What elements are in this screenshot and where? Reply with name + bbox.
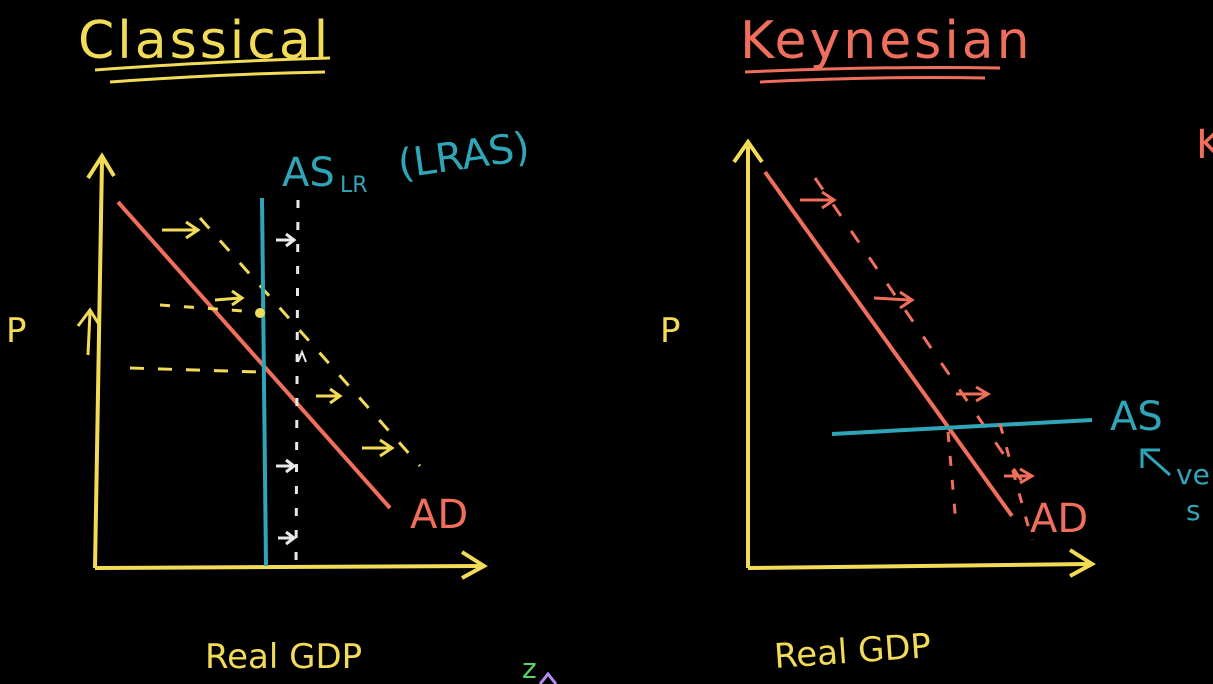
classical-new-equilibrium-dot — [255, 308, 265, 318]
keynesian-y-axis-label: P — [660, 311, 681, 351]
classical-x-axis-arrow-icon — [460, 550, 488, 580]
right-arrow-icon — [276, 458, 297, 474]
right-arrow-icon — [162, 220, 201, 240]
classical-diagram: Classical P Real GDP AD AS LR (LRAS) — [6, 11, 533, 677]
keynesian-as-label: AS — [1110, 394, 1163, 440]
classical-title-underline — [94, 56, 331, 72]
up-arrow-icon — [297, 349, 307, 363]
classical-as-subscript: LR — [340, 173, 368, 198]
right-arrow-icon — [800, 190, 837, 210]
classical-as-label: AS — [282, 150, 335, 196]
keynesian-x-axis — [747, 562, 1089, 570]
partial-purple-mark — [538, 671, 558, 684]
keynesian-title-underline — [744, 66, 1001, 74]
classical-price-guide-low — [129, 366, 259, 374]
classical-y-axis-label: P — [6, 311, 27, 351]
classical-lras-line — [260, 197, 268, 567]
right-arrow-icon — [873, 290, 915, 310]
right-arrow-icon — [316, 387, 343, 405]
keynesian-side-note-line1: ve — [1176, 458, 1210, 491]
right-arrow-icon — [1004, 467, 1035, 485]
keynesian-as-line — [831, 418, 1093, 436]
keynesian-ad-label: AD — [1030, 496, 1088, 542]
classical-y-axis-arrow-icon — [86, 152, 116, 180]
partial-scribble-bottom: z — [522, 652, 537, 684]
classical-lras-shifted-line — [294, 199, 300, 567]
right-arrow-icon — [276, 232, 297, 248]
classical-x-axis — [94, 564, 481, 570]
keynesian-side-note-line2: s — [1186, 494, 1201, 527]
keynesian-title: Keynesian — [740, 11, 1033, 71]
up-arrow-icon — [76, 307, 102, 356]
keynesian-diagram: Keynesian P Real GDP AD AS — [660, 11, 1210, 677]
keynesian-x-axis-arrow-icon — [1068, 548, 1096, 578]
classical-lras-alt-label: (LRAS) — [395, 124, 533, 188]
keynesian-output-guide-2 — [998, 423, 1034, 541]
right-arrow-icon — [214, 289, 245, 307]
right-arrow-icon — [956, 385, 991, 403]
classical-title-underline-2 — [109, 70, 326, 84]
keynesian-title-underline-2 — [759, 76, 986, 84]
classical-ad-label: AD — [410, 492, 468, 538]
keynesian-output-guide-1 — [946, 431, 958, 525]
classical-title: Classical — [78, 11, 331, 71]
right-arrow-icon — [362, 438, 395, 458]
partial-letter-right-edge: K — [1196, 122, 1213, 168]
keynesian-y-axis-arrow-icon — [732, 138, 764, 164]
keynesian-x-axis-label: Real GDP — [773, 626, 933, 677]
classical-ad-curve — [116, 200, 392, 510]
classical-x-axis-label: Real GDP — [205, 637, 362, 677]
classical-ad-shifted-curve — [198, 217, 422, 467]
keynesian-ad-curve — [763, 170, 1014, 518]
classical-price-guide-high — [159, 303, 259, 314]
classical-y-axis — [93, 159, 104, 569]
right-arrow-icon — [278, 530, 297, 546]
side-note-arrow-icon — [1140, 448, 1171, 477]
keynesian-ad-shifted-curve — [813, 177, 1030, 491]
